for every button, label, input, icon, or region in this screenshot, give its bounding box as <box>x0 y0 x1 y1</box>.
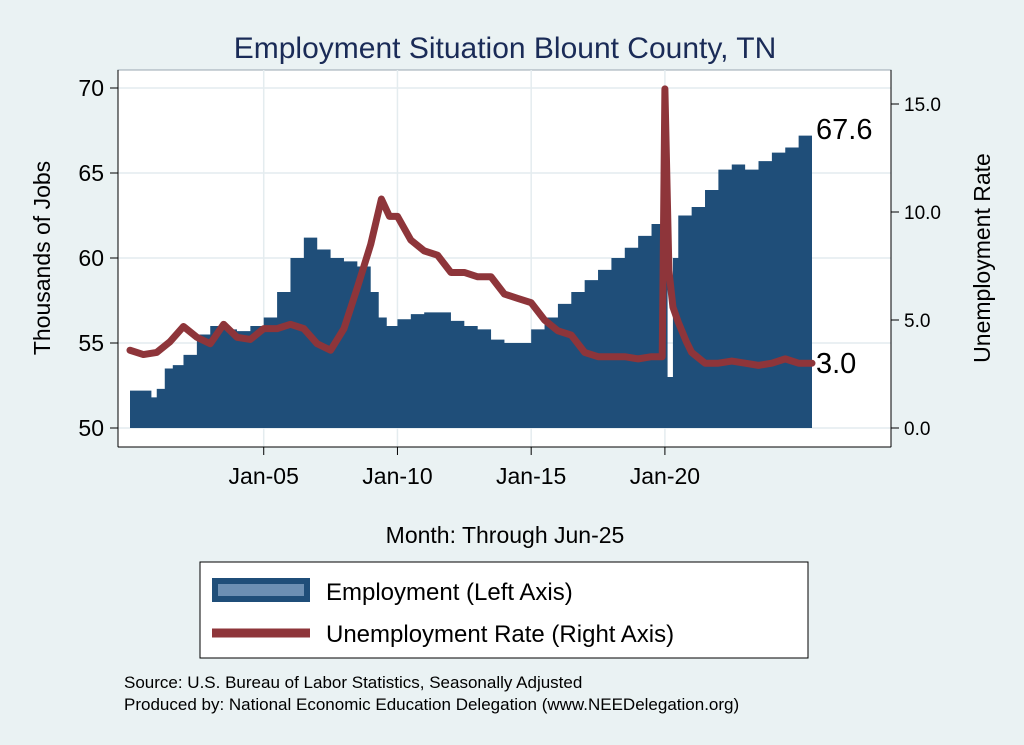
y-right-axis-label: Unemployment Rate <box>969 153 995 363</box>
y-left-tick-label: 55 <box>78 330 104 356</box>
y-left-tick-label: 65 <box>78 160 104 186</box>
legend-swatch-employment-inner <box>218 584 304 596</box>
y-right-tick-label: 5.0 <box>904 311 930 332</box>
x-tick-label: Jan-20 <box>630 463 700 489</box>
source-note: Source: U.S. Bureau of Labor Statistics,… <box>124 673 582 692</box>
produced-by-note: Produced by: National Economic Education… <box>124 695 739 714</box>
y-right-tick-label: 15.0 <box>904 95 941 116</box>
x-tick-label: Jan-10 <box>362 463 432 489</box>
ticks: 50 55 60 65 70 0.0 5.0 10.0 15.0 Jan-05 Jan-10 Jan-… <box>78 75 941 489</box>
x-tick-label: Jan-05 <box>229 463 299 489</box>
legend: Employment (Left Axis) Unemployment Rate… <box>199 561 809 659</box>
unemployment-line <box>126 85 816 369</box>
employment-area <box>130 128 812 429</box>
x-tick-label: Jan-15 <box>496 463 566 489</box>
legend-label-unemployment: Unemployment Rate (Right Axis) <box>326 621 674 648</box>
employment-end-label: 67.6 <box>816 114 872 146</box>
chart-title: Employment Situation Blount County, TN <box>234 32 777 65</box>
y-left-tick-label: 50 <box>78 415 104 441</box>
y-right-tick-label: 10.0 <box>904 203 941 224</box>
x-axis-label: Month: Through Jun-25 <box>386 522 625 548</box>
unemployment-end-label: 3.0 <box>816 348 856 380</box>
y-left-tick-label: 70 <box>78 75 104 101</box>
y-left-tick-label: 60 <box>78 245 104 271</box>
legend-label-employment: Employment (Left Axis) <box>326 579 573 606</box>
y-left-axis-label: Thousands of Jobs <box>29 161 55 355</box>
y-right-tick-label: 0.0 <box>904 419 930 440</box>
